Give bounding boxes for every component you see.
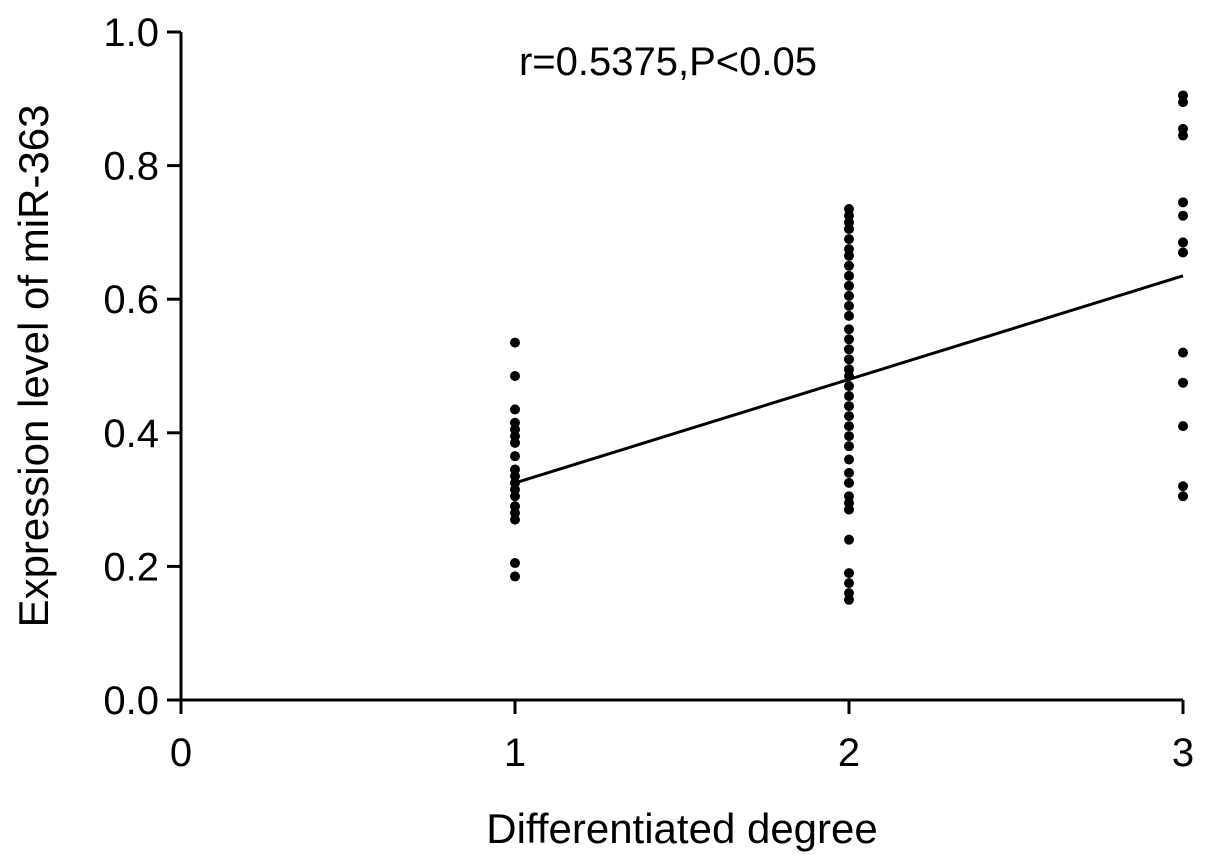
y-tick-label: 1.0	[103, 11, 159, 55]
data-point	[1178, 421, 1188, 432]
plot-area: 0.0 0.2 0.4 0.6 0.8 1.0 0 1 2 3	[103, 11, 1194, 775]
data-point	[844, 354, 854, 365]
x-tick-label: 2	[838, 731, 860, 775]
data-point	[844, 411, 854, 422]
data-point	[844, 334, 854, 345]
y-axis-title: Expression level of miR-363	[10, 105, 57, 628]
data-point	[510, 451, 520, 462]
y-axis-ticks: 0.0 0.2 0.4 0.6 0.8 1.0	[103, 11, 181, 723]
data-point	[844, 391, 854, 402]
data-point	[1178, 237, 1188, 248]
y-tick-label: 0.0	[103, 679, 159, 723]
y-tick-label: 0.4	[103, 412, 159, 456]
data-point	[1178, 347, 1188, 358]
data-point	[844, 381, 854, 392]
data-point	[1178, 491, 1188, 502]
correlation-annotation: r=0.5375,P<0.05	[519, 40, 817, 84]
data-point	[510, 404, 520, 415]
data-point	[844, 534, 854, 545]
data-point	[844, 344, 854, 355]
data-point	[1178, 377, 1188, 388]
data-point	[510, 491, 520, 502]
data-point	[844, 224, 854, 235]
data-point	[510, 514, 520, 525]
data-point	[510, 571, 520, 582]
x-axis-ticks: 0 1 2 3	[170, 700, 1194, 775]
y-tick-label: 0.8	[103, 145, 159, 189]
data-point	[844, 454, 854, 465]
data-point	[844, 401, 854, 412]
data-point	[844, 290, 854, 301]
data-point	[1178, 130, 1188, 141]
data-point	[844, 300, 854, 311]
data-point	[510, 437, 520, 448]
data-point	[1178, 247, 1188, 258]
data-point	[1178, 481, 1188, 492]
x-tick-label: 1	[504, 731, 526, 775]
data-point	[844, 578, 854, 589]
data-point	[844, 431, 854, 442]
data-point	[844, 467, 854, 478]
regression-line	[514, 274, 1184, 485]
data-point	[510, 558, 520, 569]
data-point	[844, 568, 854, 579]
data-point	[844, 280, 854, 291]
x-axis-title: Differentiated degree	[486, 805, 878, 852]
data-point	[844, 234, 854, 245]
x-tick-label: 3	[1172, 731, 1194, 775]
x-tick-label: 0	[170, 731, 192, 775]
data-point	[1178, 210, 1188, 221]
data-point	[844, 324, 854, 335]
data-point	[510, 337, 520, 348]
data-point	[844, 260, 854, 271]
y-tick-label: 0.6	[103, 278, 159, 322]
data-point	[1178, 97, 1188, 108]
data-point	[844, 421, 854, 432]
data-point	[844, 594, 854, 605]
data-point	[844, 270, 854, 281]
data-points	[510, 90, 1188, 605]
data-point	[844, 441, 854, 452]
data-point	[844, 504, 854, 515]
data-point	[844, 250, 854, 261]
data-point	[844, 477, 854, 488]
data-point	[844, 310, 854, 321]
data-point	[510, 371, 520, 382]
data-point	[1178, 197, 1188, 208]
y-tick-label: 0.2	[103, 545, 159, 589]
